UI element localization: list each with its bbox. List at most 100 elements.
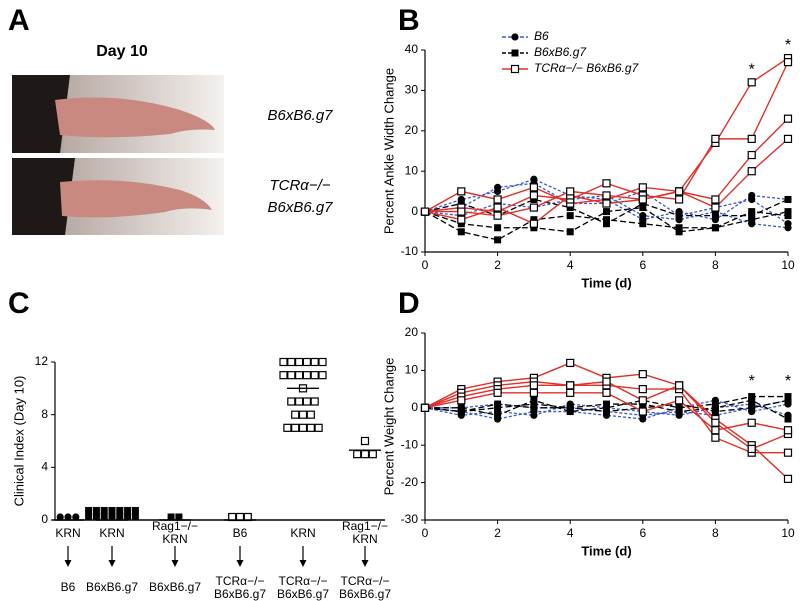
marker <box>711 433 720 442</box>
marker <box>639 204 647 212</box>
marker <box>295 357 304 367</box>
annotation: * <box>785 373 791 390</box>
marker <box>494 236 502 244</box>
marker <box>675 228 683 236</box>
marker <box>748 216 756 224</box>
marker <box>783 58 793 67</box>
y-tick-label: 0 <box>411 400 418 414</box>
marker <box>675 408 683 416</box>
marker <box>360 450 370 459</box>
marker <box>566 228 574 236</box>
marker <box>310 371 319 380</box>
x-axis-label: Time (d) <box>581 543 631 558</box>
marker <box>353 450 362 459</box>
marker <box>566 381 575 390</box>
x-tick-label: 6 <box>639 526 646 540</box>
marker <box>566 358 575 368</box>
marker <box>747 418 756 427</box>
marker <box>131 513 139 521</box>
marker <box>318 371 327 380</box>
marker <box>494 224 502 232</box>
marker <box>638 385 647 394</box>
panel-label: A <box>8 4 30 37</box>
marker <box>674 187 684 196</box>
arrow-head <box>361 560 369 567</box>
marker <box>711 408 719 416</box>
marker <box>638 195 647 204</box>
marker <box>711 203 720 212</box>
y-tick-label: 12 <box>35 354 49 368</box>
marker <box>494 400 502 408</box>
recipient-label: B6xB6.g7 <box>149 580 201 594</box>
marker <box>116 507 124 514</box>
photo-label: B6xB6.g7 <box>267 107 333 124</box>
marker <box>360 436 370 446</box>
marker <box>530 404 538 412</box>
y-tick-label: 20 <box>405 123 419 137</box>
marker <box>747 150 756 160</box>
photo-title: Day 10 <box>96 43 148 60</box>
marker <box>108 513 116 521</box>
marker <box>784 396 792 404</box>
marker <box>747 167 756 176</box>
marker <box>783 426 793 435</box>
marker <box>167 513 175 521</box>
marker <box>784 208 792 216</box>
marker <box>639 220 647 228</box>
marker <box>493 388 502 397</box>
marker <box>116 513 124 521</box>
marker <box>638 407 647 416</box>
marker <box>748 208 756 216</box>
marker <box>674 195 684 204</box>
marker <box>306 423 315 432</box>
marker <box>302 397 311 406</box>
marker <box>457 408 465 416</box>
marker <box>602 377 611 386</box>
marker <box>100 513 108 521</box>
marker <box>675 404 683 412</box>
photo-label: B6xB6.g7 <box>267 199 333 216</box>
donor-label: KRN <box>99 526 124 540</box>
marker <box>674 396 684 405</box>
recipient-label: B6xB6.g7 <box>86 580 138 594</box>
marker <box>602 388 611 397</box>
marker <box>566 212 574 220</box>
y-tick-label: -20 <box>401 475 419 489</box>
marker <box>291 423 300 432</box>
marker <box>638 183 647 192</box>
y-tick-label: -10 <box>401 437 419 451</box>
marker <box>283 423 292 432</box>
marker <box>783 474 793 483</box>
series-line <box>424 403 789 416</box>
panel-label: D <box>398 287 420 320</box>
marker <box>638 396 647 405</box>
marker <box>748 212 756 220</box>
marker <box>494 411 502 419</box>
marker <box>784 212 792 220</box>
marker <box>457 396 466 405</box>
marker <box>530 396 538 404</box>
marker <box>602 199 611 208</box>
marker <box>56 513 64 521</box>
marker <box>298 423 308 432</box>
marker <box>784 224 792 232</box>
y-tick-label: -10 <box>401 244 419 258</box>
marker <box>124 507 132 514</box>
recipient-label: TCRα−/− B6xB6.g7 <box>214 574 266 601</box>
marker <box>566 388 575 397</box>
marker <box>310 397 319 406</box>
marker <box>529 203 539 212</box>
photo-label: TCRα−/− <box>269 177 330 194</box>
marker <box>92 513 100 521</box>
x-axis-label: Time (d) <box>581 275 631 290</box>
marker <box>131 507 139 514</box>
marker <box>530 400 538 408</box>
x-tick-label: 0 <box>422 258 429 272</box>
x-tick-label: 8 <box>712 258 719 272</box>
recipient-label: TCRα−/− B6xB6.g7 <box>339 574 391 601</box>
y-tick-label: 30 <box>405 83 419 97</box>
marker <box>783 114 793 123</box>
marker <box>784 195 792 203</box>
legend-marker <box>511 33 519 41</box>
